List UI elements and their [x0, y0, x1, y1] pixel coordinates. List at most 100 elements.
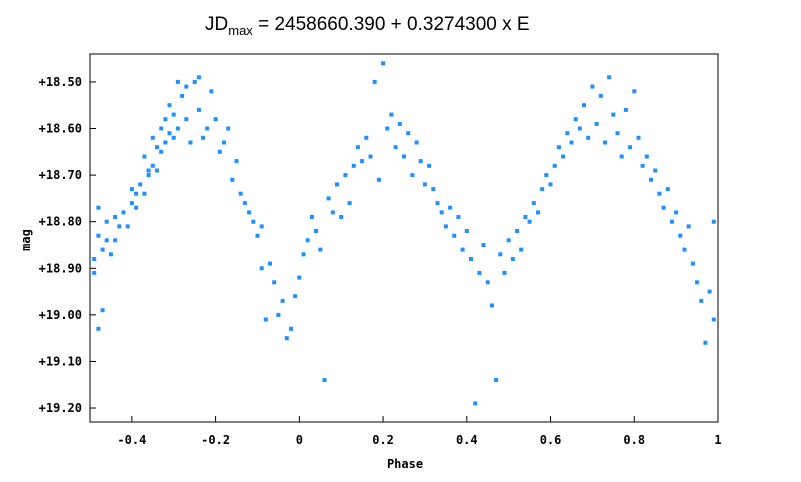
data-point: [506, 238, 511, 243]
data-point: [494, 378, 499, 383]
data-point: [171, 112, 176, 117]
data-point: [556, 145, 561, 150]
data-point: [167, 103, 172, 108]
data-point: [222, 140, 226, 145]
data-point: [196, 75, 201, 80]
data-point: [657, 191, 662, 196]
data-point: [134, 191, 139, 196]
data-point: [351, 163, 356, 168]
y-axis-label: mag: [19, 229, 33, 251]
data-point: [510, 257, 515, 261]
data-point: [100, 247, 105, 252]
data-point: [469, 257, 473, 261]
data-point: [548, 182, 553, 187]
data-point: [104, 238, 109, 243]
y-tick-label: +18.70: [39, 168, 82, 182]
x-axis-ticks: -0.4 -0.2 0 0.2 0.4 0.6 0.8 1: [117, 416, 722, 447]
data-point: [188, 140, 193, 145]
data-point: [201, 135, 205, 140]
data-point: [611, 112, 616, 117]
data-point: [402, 154, 406, 159]
y-axis-ticks: +18.50 +18.60 +18.70 +18.80 +18.90 +19.00 +19.…: [39, 75, 96, 415]
data-point: [364, 135, 369, 140]
data-point: [531, 201, 536, 206]
y-tick-label: +19.10: [39, 354, 82, 368]
data-point: [607, 75, 612, 80]
data-point: [104, 219, 109, 224]
data-point: [92, 270, 97, 275]
data-point: [686, 224, 691, 229]
data-point: [582, 103, 586, 108]
data-point: [180, 93, 185, 98]
data-point: [678, 233, 683, 238]
x-tick-label: -0.2: [201, 433, 230, 447]
data-point: [443, 224, 448, 229]
data-point: [355, 145, 360, 150]
data-point: [96, 205, 101, 210]
data-point: [376, 177, 381, 182]
data-point: [255, 233, 260, 238]
data-point: [615, 131, 620, 136]
data-point: [205, 126, 210, 131]
data-point: [372, 79, 377, 84]
data-point: [569, 140, 574, 145]
data-point: [100, 308, 105, 313]
x-tick-label: 1: [714, 433, 721, 447]
data-point: [623, 107, 628, 112]
data-point: [284, 336, 289, 341]
data-point: [485, 280, 490, 285]
data-point: [280, 298, 285, 303]
data-point: [175, 126, 180, 131]
y-tick-label: +18.60: [39, 122, 82, 136]
data-point: [175, 79, 180, 84]
data-point: [632, 89, 637, 94]
y-tick-label: +18.90: [39, 261, 82, 275]
data-point: [661, 205, 666, 210]
data-point: [163, 117, 168, 122]
data-point: [113, 238, 118, 243]
data-point: [711, 219, 716, 224]
data-point: [142, 154, 147, 159]
data-point: [368, 154, 373, 159]
data-point: [649, 177, 653, 182]
data-point: [690, 261, 695, 266]
data-point: [389, 112, 394, 117]
data-point: [309, 215, 314, 219]
data-point: [217, 149, 222, 154]
data-point: [540, 187, 545, 192]
data-point: [414, 140, 419, 145]
data-point: [242, 201, 247, 206]
data-point: [711, 317, 716, 322]
data-point: [552, 163, 557, 168]
data-point: [259, 266, 264, 271]
data-point: [138, 182, 143, 187]
data-point: [96, 233, 101, 238]
data-point: [699, 298, 704, 303]
plot-frame: [89, 53, 719, 423]
y-tick-label: +18.80: [39, 215, 82, 229]
data-point: [226, 126, 231, 131]
data-point: [121, 210, 126, 215]
data-point: [163, 140, 168, 145]
x-tick-label: 0.8: [623, 433, 645, 447]
data-point: [669, 219, 674, 224]
data-point: [268, 261, 272, 266]
data-point: [360, 159, 365, 164]
data-point: [628, 145, 633, 150]
y-tick-label: +19.20: [39, 401, 82, 415]
data-point: [263, 317, 268, 322]
data-point: [536, 210, 540, 215]
data-point: [347, 201, 352, 206]
data-point: [431, 187, 436, 192]
data-point: [184, 117, 189, 122]
data-point: [159, 149, 164, 154]
x-tick-label: 0.2: [372, 433, 394, 447]
chart-title: JDmax = 2458660.390 + 0.3274300 x E: [205, 14, 530, 38]
data-point: [456, 215, 461, 219]
data-point: [406, 131, 411, 136]
data-point: [565, 131, 570, 136]
data-point: [155, 145, 159, 150]
data-point: [640, 163, 645, 168]
data-point: [619, 154, 624, 159]
